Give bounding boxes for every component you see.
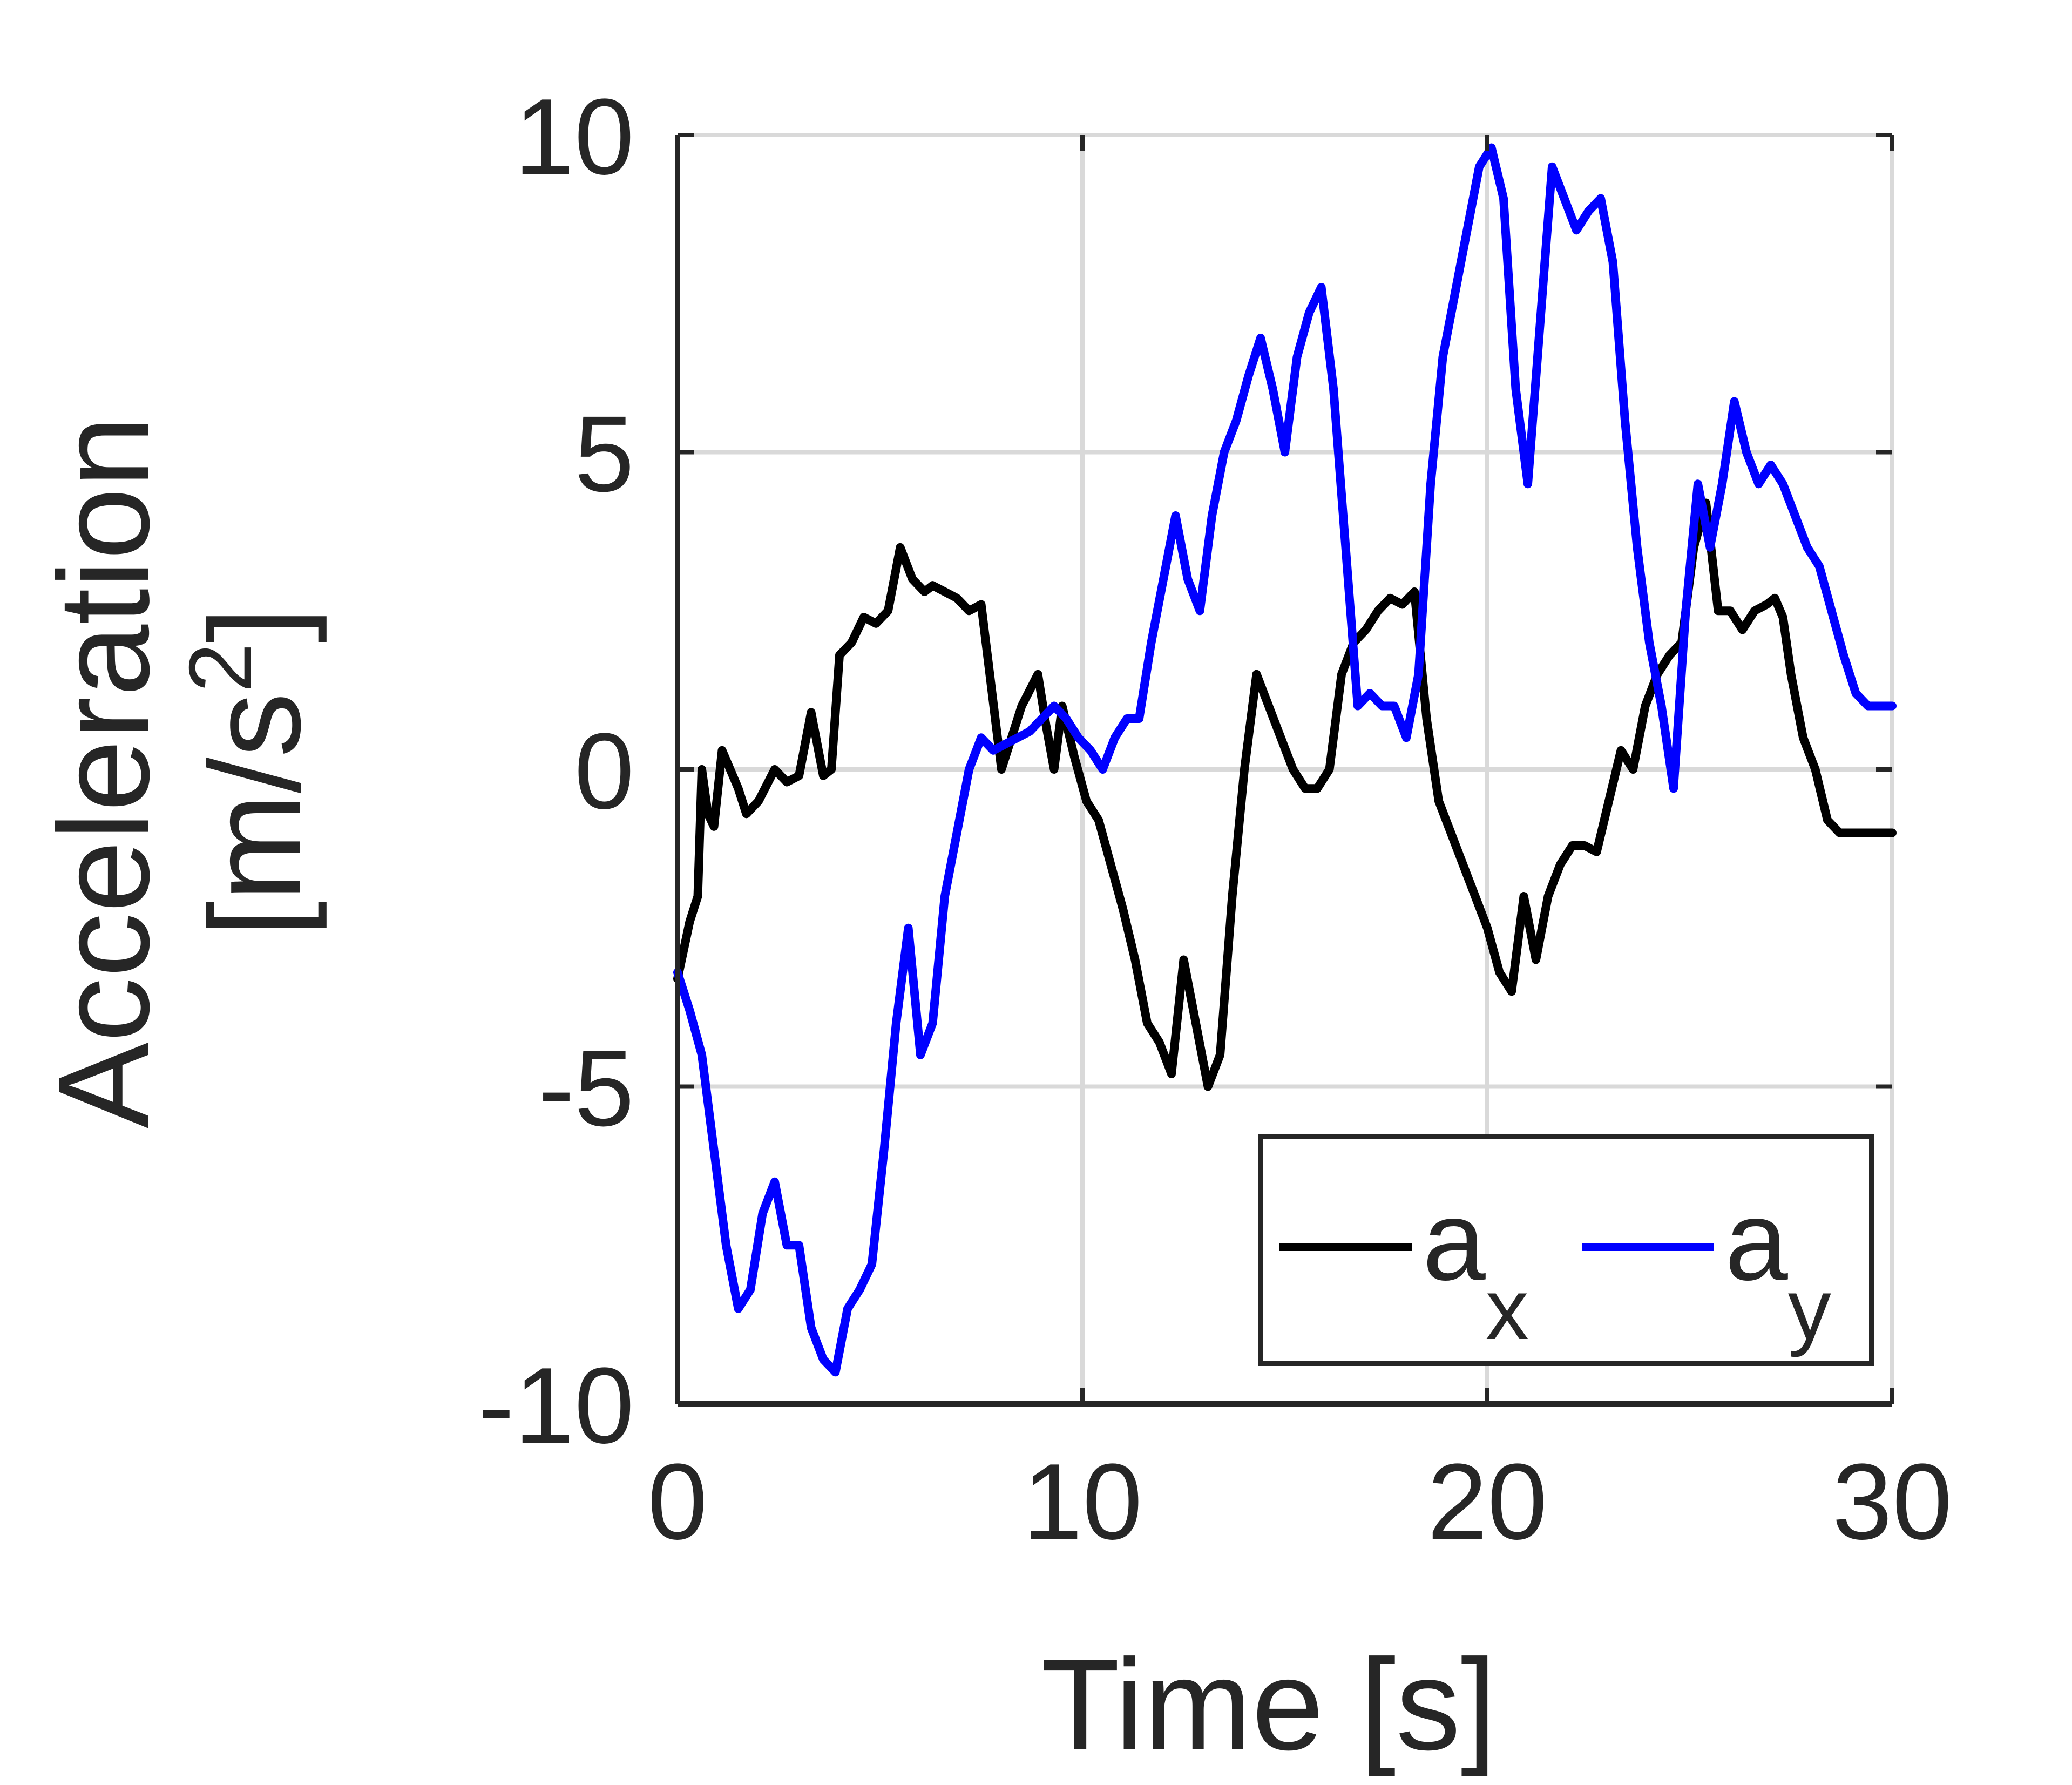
legend-label-ay: ay	[1725, 1177, 1831, 1357]
series-lines	[673, 143, 1897, 1377]
x-tick-label: 30	[1832, 1442, 1952, 1562]
legend-item-ax: ax	[1279, 1177, 1529, 1357]
y-tick-label: 10	[514, 77, 634, 197]
tick-marks	[675, 133, 1894, 1406]
y-axis-unit-suffix: ]	[182, 607, 327, 643]
x-tick-label: 20	[1427, 1442, 1547, 1562]
y-tick-label: -5	[538, 1029, 634, 1149]
y-tick-labels: -10 -5 0 5 10	[478, 77, 634, 1466]
y-axis-label-units: [m/s2]	[171, 607, 327, 937]
legend-label-ax: ax	[1423, 1177, 1529, 1357]
x-axis-label: Time [s]	[1041, 1632, 1497, 1777]
series-line-ax	[673, 498, 1897, 1091]
y-axis-label-line1: Acceleration	[31, 416, 176, 1129]
y-axis-label: Acceleration	[31, 416, 176, 1129]
legend-label-ax-base: a	[1423, 1177, 1486, 1304]
legend: ax ay	[1258, 1134, 1874, 1366]
y-tick-label: 0	[574, 711, 634, 831]
y-axis-unit-prefix: [m/s	[182, 693, 327, 937]
legend-label-ax-sub: x	[1486, 1261, 1529, 1357]
x-tick-labels: 0 10 20 30	[647, 1442, 1952, 1562]
y-tick-label: -10	[478, 1345, 634, 1466]
legend-item-ay: ay	[1582, 1177, 1831, 1357]
y-axis-label-line2: [m/s2]	[171, 607, 327, 937]
y-tick-label: 5	[574, 394, 634, 515]
x-tick-label: 0	[647, 1442, 707, 1562]
y-axis-unit-sup: 2	[171, 643, 270, 693]
legend-label-ay-base: a	[1725, 1177, 1788, 1304]
legend-label-ay-sub: y	[1788, 1261, 1831, 1357]
series-line-ay	[673, 143, 1897, 1377]
x-tick-label: 10	[1023, 1442, 1142, 1562]
